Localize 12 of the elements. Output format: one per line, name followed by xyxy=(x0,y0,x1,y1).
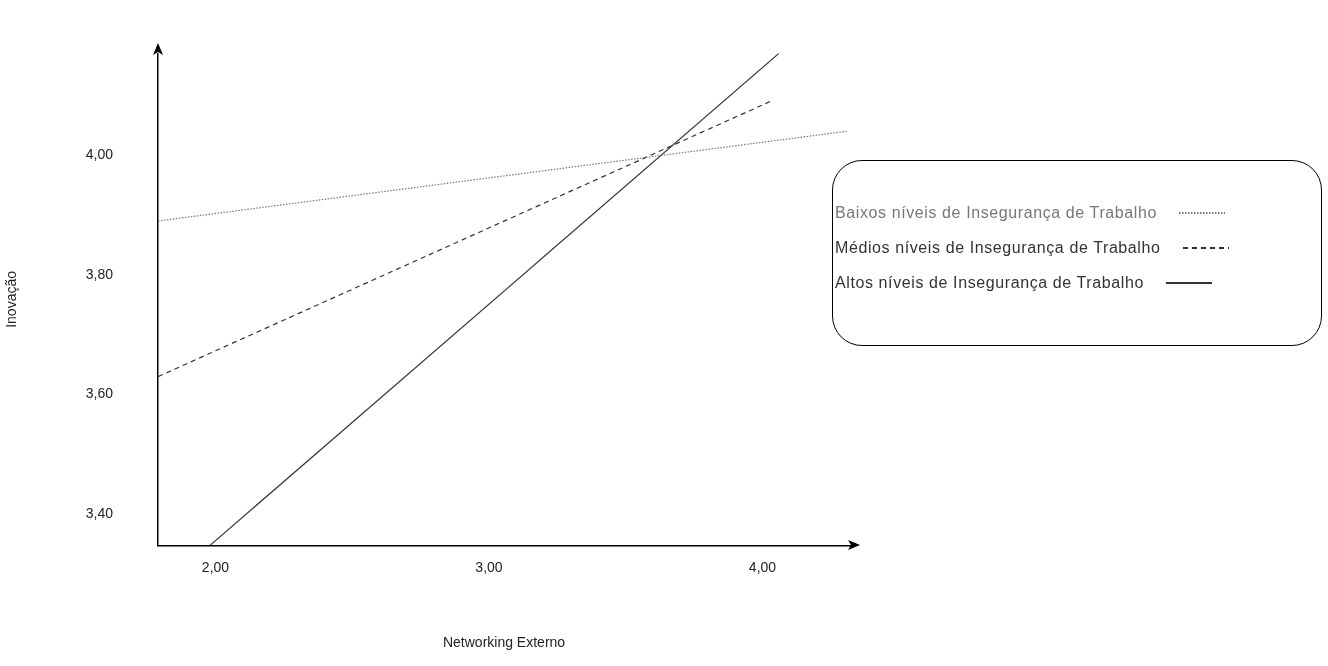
y-tick-label: 3,60 xyxy=(85,385,114,402)
legend-label: Médios níveis de Insegurança de Trabalho xyxy=(835,238,1161,257)
legend-label: Baixos níveis de Insegurança de Trabalho xyxy=(835,203,1157,222)
y-tick-label: 3,40 xyxy=(85,505,114,522)
y-axis-title: Inovação xyxy=(3,270,20,328)
x-axis-title: Networking Externo xyxy=(442,634,566,651)
legend-label: Altos níveis de Insegurança de Trabalho xyxy=(835,273,1144,292)
y-tick-label: 3,80 xyxy=(85,265,114,282)
y-tick-label: 4,00 xyxy=(85,146,114,163)
x-tick-label: 2,00 xyxy=(201,558,230,575)
x-tick-label: 3,00 xyxy=(475,558,503,575)
x-tick-label: 4,00 xyxy=(748,558,777,575)
